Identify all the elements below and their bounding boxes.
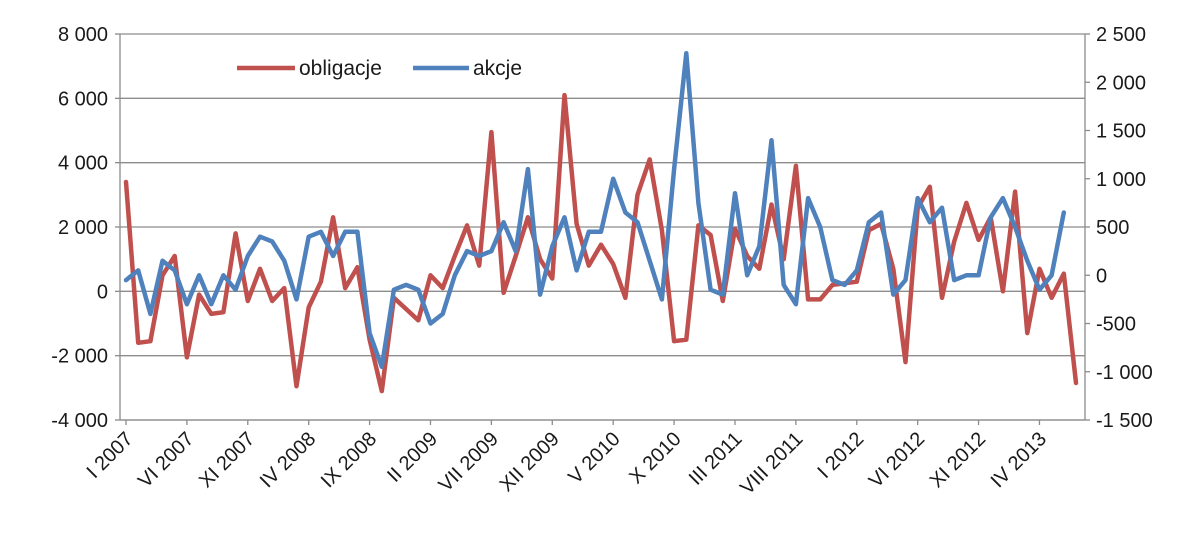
left-axis-tick-labels: 8 000 6 000 4 000 2 000 0 -2 000 -4 000 — [51, 24, 108, 432]
series-lines — [123, 51, 1079, 394]
x-tick-label: XII 2009 — [496, 428, 564, 496]
left-tick-label: 0 — [97, 281, 108, 303]
series-line-akcje — [123, 51, 1067, 370]
x-tick-label: I 2007 — [83, 428, 138, 483]
series-line-obligacje — [123, 92, 1079, 394]
right-tick-label: 2 500 — [1096, 24, 1146, 46]
right-tick-label: 0 — [1096, 265, 1107, 287]
right-tick-label: -1 500 — [1096, 410, 1153, 432]
right-tick-label: 2 000 — [1096, 72, 1146, 94]
x-tick-label: IV 2013 — [987, 428, 1051, 492]
x-tick-label: II 2009 — [383, 428, 442, 487]
left-tick-label: 4 000 — [58, 153, 108, 175]
x-tick-label: VIII 2011 — [736, 428, 807, 499]
right-tick-label: -500 — [1096, 314, 1136, 336]
x-tick-label: XI 2012 — [926, 428, 990, 492]
axes — [115, 33, 1090, 425]
x-tick-label: V 2010 — [564, 428, 624, 488]
x-tick-label: IV 2008 — [256, 428, 320, 492]
right-tick-label: 1 000 — [1096, 169, 1146, 191]
x-tick-label: VI 2012 — [865, 428, 929, 492]
left-tick-label: 2 000 — [58, 217, 108, 239]
right-axis-tick-labels: 2 500 2 000 1 500 1 000 500 0 -500 -1 000 -1 500 — [1096, 24, 1153, 432]
left-tick-label: -4 000 — [51, 410, 108, 432]
legend-label-akcje: akcje — [473, 57, 522, 80]
x-tick-label: I 2012 — [813, 428, 868, 483]
legend: obligacje akcje — [237, 57, 522, 80]
legend-label-obligacje: obligacje — [299, 57, 382, 80]
right-tick-label: 500 — [1096, 217, 1129, 239]
x-tick-label: X 2010 — [625, 428, 685, 488]
left-tick-label: 6 000 — [58, 88, 108, 110]
x-tick-label: III 2011 — [685, 428, 747, 490]
right-tick-label: 1 500 — [1096, 121, 1146, 143]
right-tick-label: -1 000 — [1096, 362, 1153, 384]
x-tick-label: IX 2008 — [317, 428, 381, 492]
x-tick-label: VII 2009 — [435, 428, 503, 496]
left-tick-label: -2 000 — [51, 346, 108, 368]
x-tick-label: XI 2007 — [195, 428, 259, 492]
left-tick-label: 8 000 — [58, 24, 108, 46]
x-tick-label: VI 2007 — [134, 428, 198, 492]
